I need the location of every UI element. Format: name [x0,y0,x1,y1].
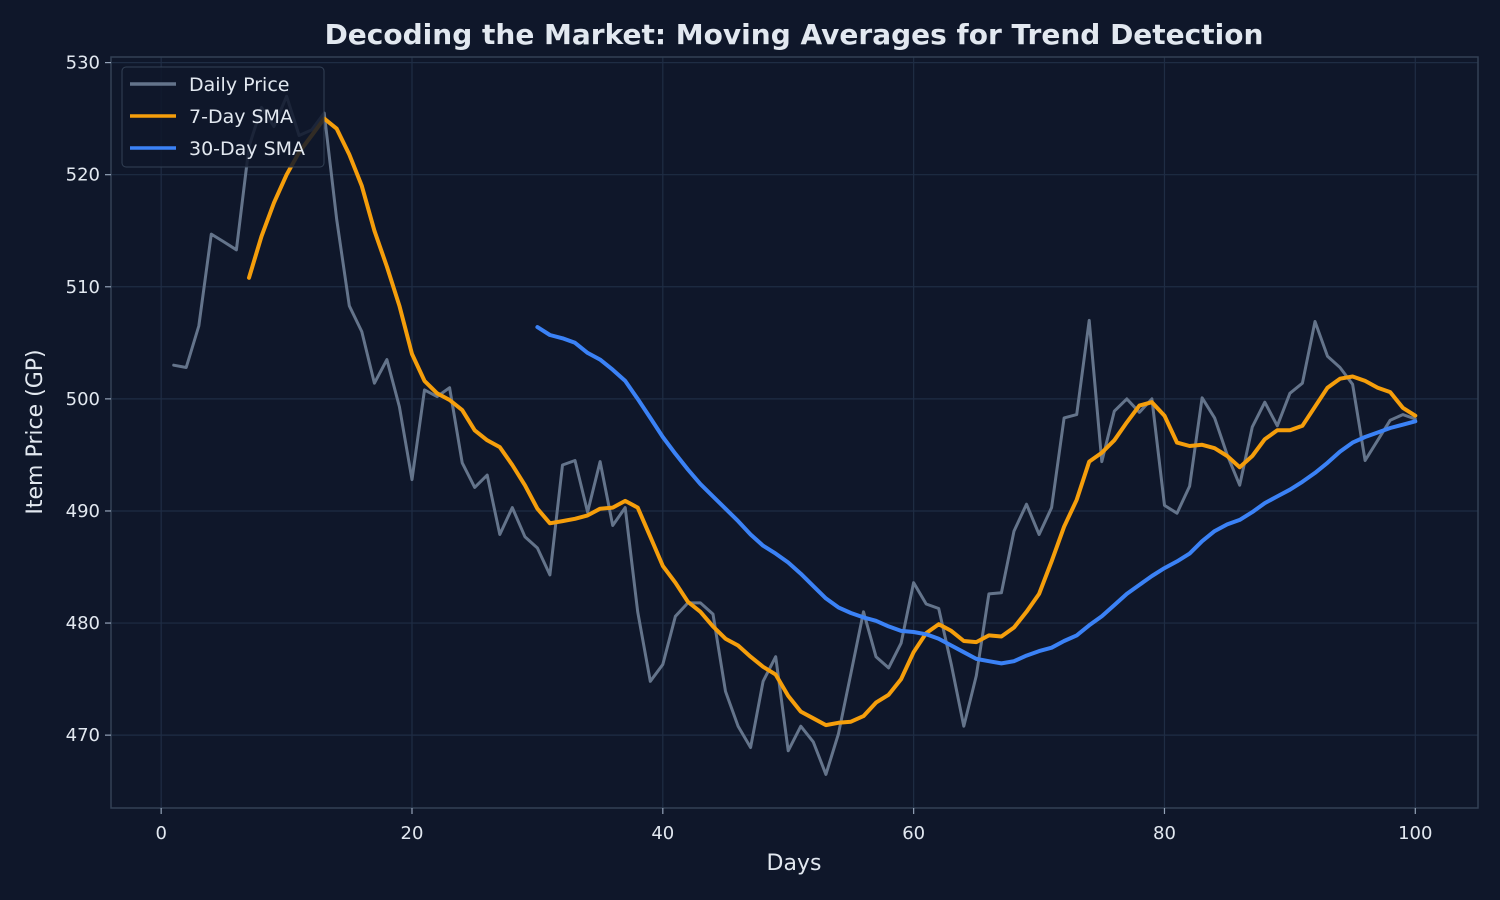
grid [111,57,1478,808]
y-tick-label: 500 [66,389,100,410]
y-tick-label: 510 [66,277,100,298]
x-tick-label: 20 [401,823,424,844]
x-axis-label: Days [767,851,822,876]
x-tick-label: 100 [1398,823,1432,844]
y-tick-label: 470 [66,725,100,746]
series-line-daily-price [172,94,1417,776]
y-tick-label: 480 [66,613,100,634]
legend: Daily Price 7-Day SMA 30-Day SMA [121,66,325,168]
legend-box [121,66,325,168]
legend-label-7-day-sma: 7-Day SMA [189,106,293,128]
series-line-7-day-sma [247,116,1418,728]
tick-labels: 0 20 40 60 80 100 470 480 490 500 510 520 530 [66,53,1433,844]
y-tick-label: 530 [66,53,100,74]
series-layer [172,94,1418,776]
y-tick-label: 490 [66,501,100,522]
x-tick-label: 80 [1153,823,1176,844]
x-tick-label: 60 [902,823,925,844]
y-tick-label: 520 [66,165,100,186]
chart-title: Decoding the Market: Moving Averages for… [325,18,1264,51]
x-tick-label: 40 [651,823,674,844]
series-line-30-day-sma [535,325,1418,666]
plot-frame [110,56,1479,809]
legend-label-daily-price: Daily Price [189,74,289,96]
x-tick-label: 0 [155,823,166,844]
y-axis-label: Item Price (GP) [23,349,48,514]
legend-label-30-day-sma: 30-Day SMA [189,138,305,160]
